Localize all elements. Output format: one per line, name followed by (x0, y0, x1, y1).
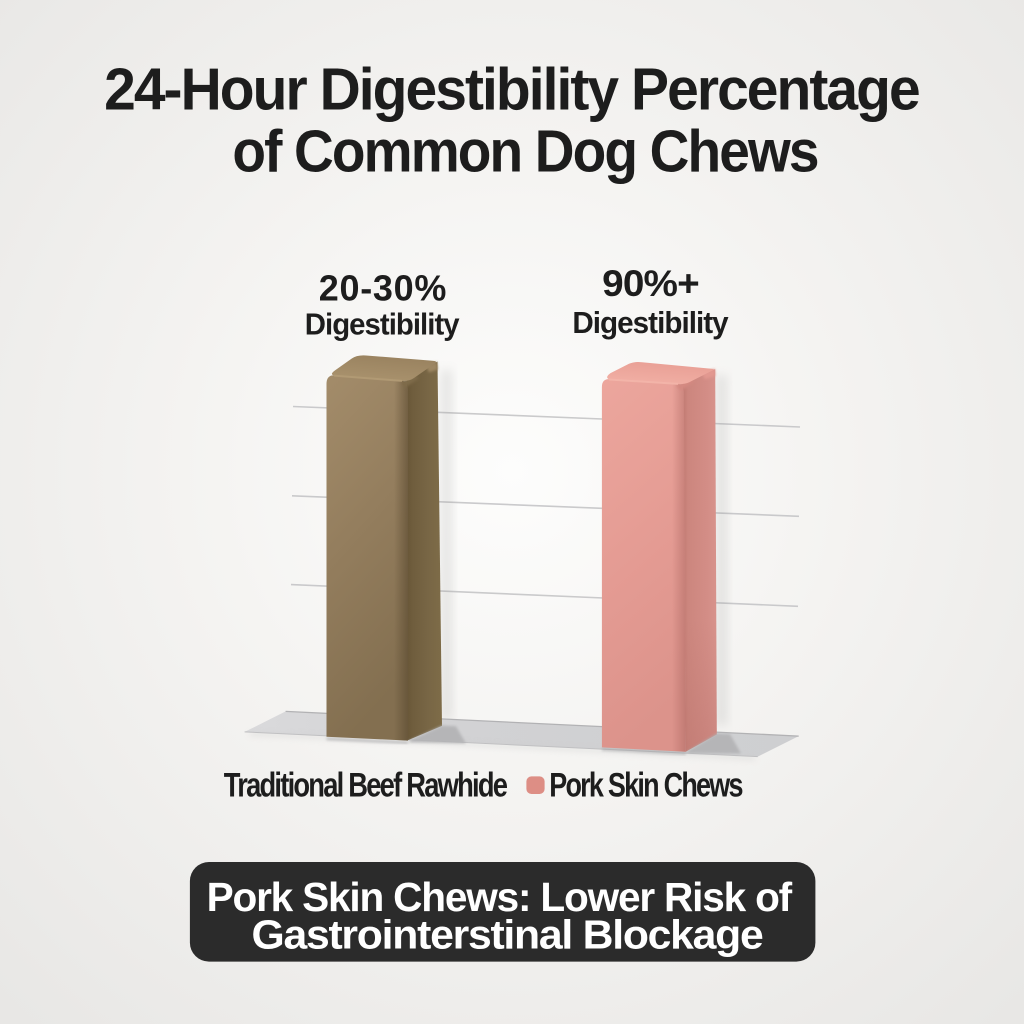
svg-text:90%+: 90%+ (602, 264, 699, 305)
svg-text:20-30%: 20-30% (319, 268, 447, 309)
svg-text:of Common Dog Chews: of Common Dog Chews (232, 119, 818, 185)
svg-text:Gastrointerstinal Blockage: Gastrointerstinal Blockage (251, 911, 762, 957)
svg-text:Pork Skin Chews: Lower Risk of: Pork Skin Chews: Lower Risk of (207, 874, 793, 920)
svg-text:24-Hour Digestibility Percenta: 24-Hour Digestibility Percentage (104, 58, 919, 123)
svg-text:Traditional Beef Rawhide: Traditional Beef Rawhide (224, 765, 508, 804)
svg-text:Digestibility: Digestibility (572, 307, 729, 340)
svg-text:Digestibility: Digestibility (305, 308, 460, 342)
svg-text:Pork Skin Chews: Pork Skin Chews (549, 766, 742, 805)
